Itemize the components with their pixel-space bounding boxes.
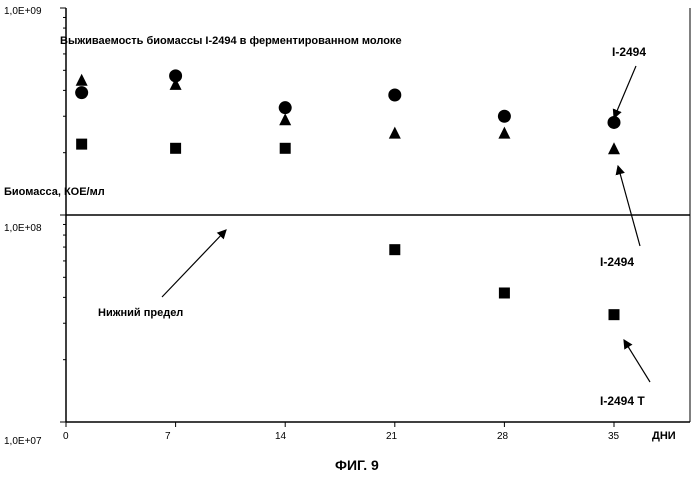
arrow-square-series (624, 340, 650, 382)
x-tick-label-0: 0 (63, 431, 69, 442)
data-point-triangle-5 (608, 142, 620, 154)
y-tick-label-1e07: 1,0E+07 (4, 436, 42, 447)
label-circle-series: I-2494 (612, 45, 646, 59)
figure-caption: ФИГ. 9 (335, 457, 379, 473)
data-point-triangle-0 (76, 74, 88, 86)
label-square-series: I-2494 T (600, 394, 645, 408)
data-point-circle-3 (388, 88, 401, 101)
data-point-square-0 (76, 139, 87, 150)
x-tick-label-21: 21 (386, 431, 398, 442)
data-point-square-5 (609, 309, 620, 320)
x-axis-label: ДНИ (652, 430, 676, 442)
arrow-circle-series (614, 66, 636, 118)
x-tick-label-14: 14 (275, 431, 287, 442)
data-point-triangle-3 (389, 127, 401, 139)
arrow-lower-limit (162, 230, 226, 297)
chart-title: Выживаемость биомассы I-2494 в ферментир… (60, 35, 402, 47)
y-axis-label: Биомасса, КОЕ/мл (4, 186, 105, 198)
lower-limit-label: Нижний предел (98, 307, 183, 319)
data-point-circle-4 (498, 110, 511, 123)
x-tick-label-28: 28 (497, 431, 509, 442)
data-point-square-4 (499, 287, 510, 298)
label-triangle-series: I-2494 (600, 255, 634, 269)
data-point-triangle-4 (498, 127, 510, 139)
y-tick-label-1e09: 1,0E+09 (4, 6, 42, 17)
arrow-triangle-series (618, 166, 640, 246)
data-point-square-1 (170, 143, 181, 154)
data-point-square-3 (389, 244, 400, 255)
y-tick-label-1e08: 1,0E+08 (4, 223, 42, 234)
data-point-circle-2 (279, 101, 292, 114)
data-markers (75, 69, 620, 320)
data-point-square-2 (280, 143, 291, 154)
x-tick-label-7: 7 (165, 431, 171, 442)
axis-ticks (60, 8, 614, 427)
data-point-triangle-2 (279, 113, 291, 125)
x-tick-label-35: 35 (608, 431, 620, 442)
data-point-circle-0 (75, 86, 88, 99)
